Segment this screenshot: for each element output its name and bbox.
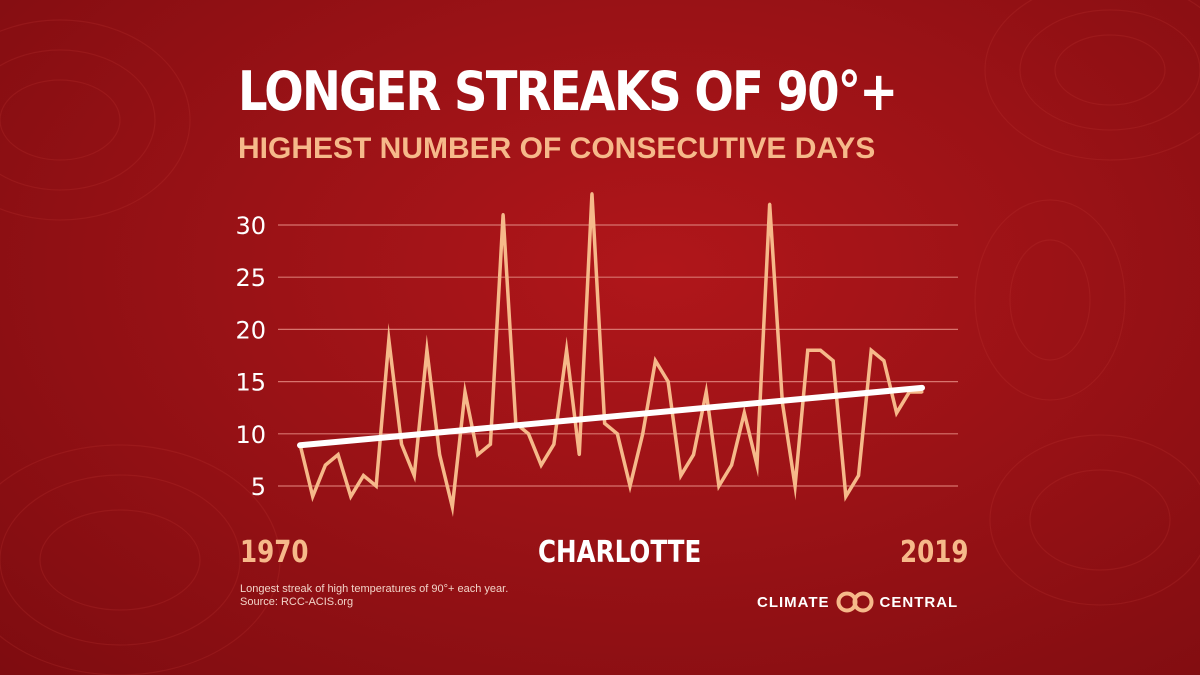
data-point (844, 494, 848, 498)
y-tick-label: 5 (251, 473, 266, 501)
y-tick-label: 30 (235, 212, 266, 240)
location-label: CHARLOTTE (538, 535, 702, 570)
data-point (882, 359, 886, 363)
data-point (577, 453, 581, 457)
data-point (336, 453, 340, 457)
data-point (552, 442, 556, 446)
data-point (361, 474, 365, 478)
data-point (387, 338, 391, 342)
trend-line (297, 384, 925, 449)
brand-logo: CLIMATE CENTRAL (757, 591, 958, 613)
data-point (463, 390, 467, 394)
trend-layer (297, 384, 925, 449)
data-point (818, 348, 822, 352)
note-line-1: Longest streak of high temperatures of 9… (240, 583, 509, 595)
brand-text-right: CENTRAL (879, 593, 959, 611)
data-point (920, 390, 924, 394)
data-point (869, 348, 873, 352)
data-point (653, 359, 657, 363)
data-point (438, 453, 442, 457)
series-layer (298, 192, 924, 517)
data-point (692, 453, 696, 457)
data-point (412, 474, 416, 478)
data-point (704, 390, 708, 394)
y-tick-label: 25 (235, 264, 266, 292)
data-point (831, 359, 835, 363)
data-point (755, 463, 759, 467)
data-point (615, 432, 619, 436)
data-point (349, 494, 353, 498)
chart-title: LONGER STREAKS OF 90°+ (238, 60, 898, 123)
x-axis-end-label: 2019 (900, 535, 969, 570)
data-point (806, 348, 810, 352)
data-point (603, 421, 607, 425)
data-point (590, 192, 594, 196)
data-point (539, 463, 543, 467)
data-point (323, 463, 327, 467)
data-point (628, 484, 632, 488)
data-point (476, 453, 480, 457)
chart-subtitle: HIGHEST NUMBER OF CONSECUTIVE DAYS (238, 132, 876, 165)
linked-circles-icon (836, 591, 874, 613)
data-point (425, 348, 429, 352)
data-point (666, 380, 670, 384)
y-tick-label: 10 (235, 421, 266, 449)
y-tick-label: 15 (235, 369, 266, 397)
data-point (895, 411, 899, 415)
data-point (793, 484, 797, 488)
data-point (717, 484, 721, 488)
note-line-2: Source: RCC-ACIS.org (240, 596, 354, 608)
data-point (730, 463, 734, 467)
x-axis-start-label: 1970 (240, 535, 309, 570)
data-point (374, 484, 378, 488)
data-point (488, 442, 492, 446)
source-note: Longest streak of high temperatures of 9… (240, 583, 508, 609)
data-point (450, 505, 454, 509)
data-point (641, 432, 645, 436)
y-axis-ticks: 5 10 15 20 25 30 (235, 212, 266, 501)
data-point (768, 202, 772, 206)
series-line-streak-days (298, 193, 922, 517)
data-point (526, 432, 530, 436)
data-point (679, 474, 683, 478)
data-point (565, 348, 569, 352)
brand-text-left: CLIMATE (757, 593, 830, 611)
y-tick-label: 20 (235, 316, 266, 344)
data-point (501, 213, 505, 217)
data-point (400, 442, 404, 446)
data-point (742, 411, 746, 415)
data-point (857, 474, 861, 478)
data-point (311, 494, 315, 498)
